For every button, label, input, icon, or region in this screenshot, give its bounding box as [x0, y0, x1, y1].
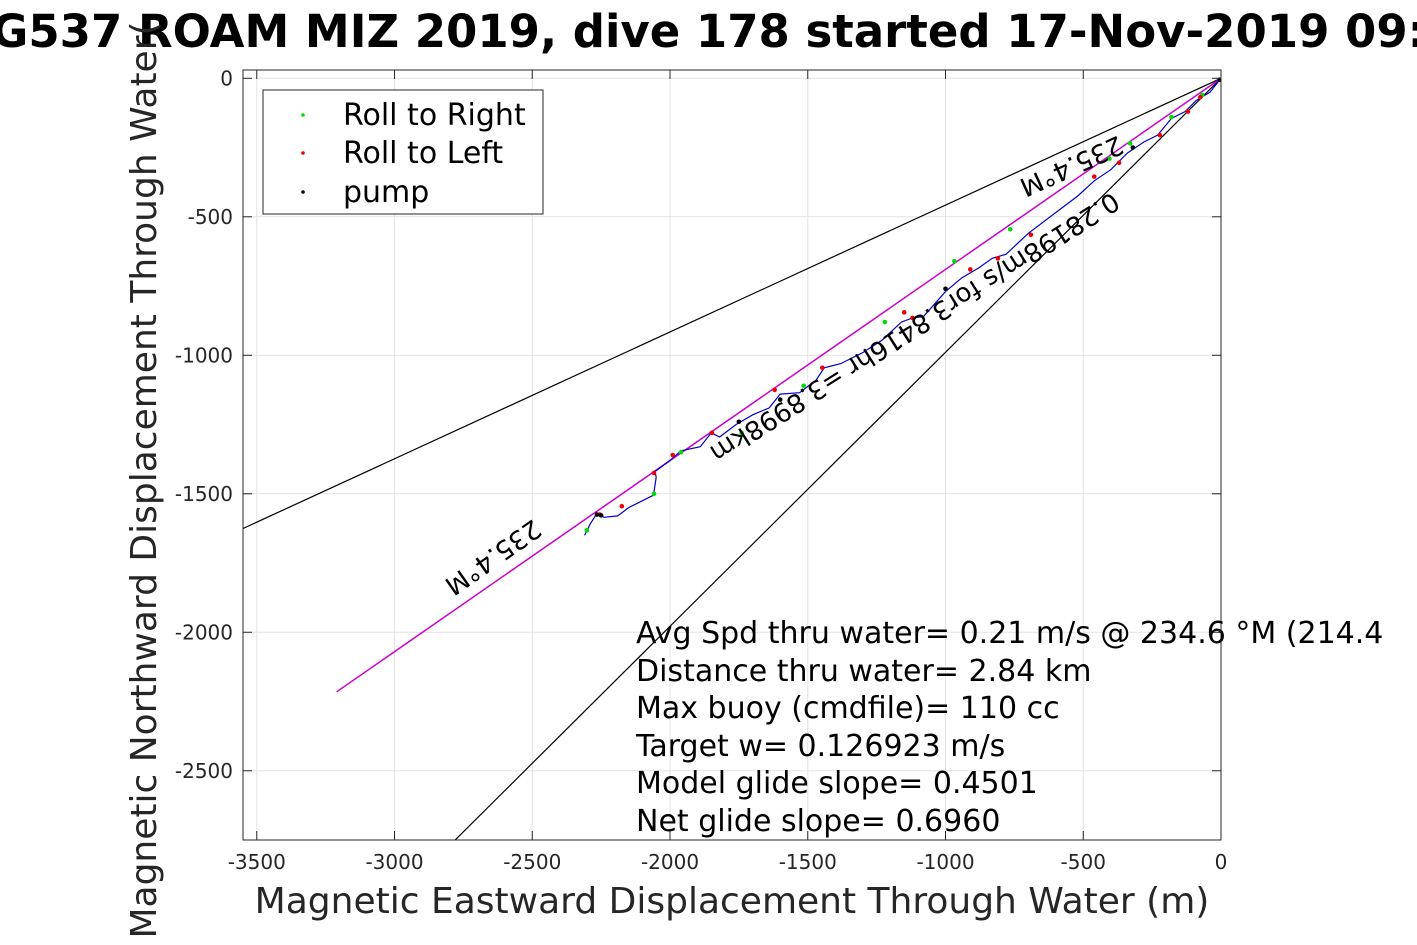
legend: Roll to Right Roll to Left pump: [262, 89, 544, 215]
stat-max-buoy: Max buoy (cmdfile)= 110 cc: [636, 691, 1060, 726]
y-tick-label: -2500: [175, 759, 233, 783]
x-tick-label: -1000: [916, 850, 974, 874]
stats-block: Avg Spd thru water= 0.21 m/s @ 234.6 °M …: [635, 616, 1383, 839]
roll-to-left-point: [1185, 109, 1191, 114]
roll-to-right-point: [651, 491, 657, 497]
y-tick-label: -500: [188, 205, 233, 229]
roll-to-left-point: [1028, 232, 1034, 238]
y-axis-label: Magnetic Northward Displacement Through …: [124, 21, 165, 938]
roll-to-left-point: [910, 315, 915, 321]
x-tick-label: -3000: [365, 850, 423, 874]
heading-line: [336, 77, 1221, 693]
track-line: [584, 77, 1221, 536]
roll-to-right-point: [584, 528, 590, 533]
legend-box: [262, 89, 544, 215]
chart-title: SG537 ROAM MIZ 2019, dive 178 started 17…: [0, 5, 1417, 58]
x-tick-label: -3500: [228, 850, 286, 874]
roll-to-left-point: [968, 267, 973, 272]
x-tick-label: -500: [1061, 850, 1106, 874]
stat-net-glide-slope: Net glide slope= 0.6960: [636, 804, 1000, 839]
x-tick-label: -2000: [641, 850, 699, 874]
legend-marker-roll-right: [301, 113, 305, 117]
pump-point: [1130, 145, 1136, 150]
glider-track: [584, 77, 1221, 536]
roll-to-left-point: [1091, 174, 1097, 179]
roll-to-right-point: [739, 430, 744, 436]
roll-to-right-point: [678, 449, 684, 455]
y-tick-label: -1500: [175, 482, 233, 506]
x-tick-label: -2500: [503, 850, 561, 874]
roll-to-right-point: [1107, 156, 1112, 161]
stat-target-w: Target w= 0.126923 m/s: [635, 729, 1005, 764]
roll-to-left-point: [820, 365, 825, 371]
x-tick-label: -1500: [779, 850, 837, 874]
roll-to-left-point: [619, 503, 625, 509]
y-tick-label: 0: [220, 66, 233, 90]
legend-label-roll-right: Roll to Right: [343, 98, 526, 133]
roll-to-right-point: [801, 383, 806, 389]
pump-point: [598, 513, 604, 518]
envelope-line: [243, 77, 1221, 530]
roll-to-left-point: [651, 470, 657, 476]
envelope-line: [454, 77, 1221, 840]
roll-to-right-point: [1007, 226, 1013, 232]
pump-point: [594, 512, 600, 517]
pump-point: [777, 397, 783, 402]
roll-to-left-point: [1157, 132, 1163, 138]
roll-to-left-point: [772, 387, 778, 393]
roll-to-left-point: [670, 452, 676, 458]
legend-marker-roll-left: [301, 151, 305, 155]
mean-heading-line: [336, 77, 1221, 693]
roll-to-right-point: [1169, 114, 1174, 120]
stat-model-glide-slope: Model glide slope= 0.4501: [636, 766, 1038, 801]
x-tick-label: 0: [1215, 850, 1228, 874]
stat-avg-speed: Avg Spd thru water= 0.21 m/s @ 234.6 °M …: [636, 616, 1383, 651]
x-axis-label: Magnetic Eastward Displacement Through W…: [255, 881, 1210, 922]
y-tick-label: -2000: [175, 620, 233, 644]
roll-to-left-point: [901, 310, 907, 315]
legend-label-pump: pump: [343, 175, 429, 210]
envelope-lines: [243, 77, 1221, 840]
roll-to-right-point: [952, 258, 957, 264]
plot-frame: [242, 69, 1222, 841]
legend-marker-pump: [301, 190, 305, 194]
roll-to-left-point: [1198, 94, 1203, 100]
roll-to-left-point: [709, 430, 715, 436]
roll-to-right-point: [882, 319, 888, 325]
y-tick-label: -1000: [175, 343, 233, 367]
roll-to-left-point: [995, 256, 1001, 261]
markers: [584, 77, 1221, 533]
legend-label-roll-left: Roll to Left: [343, 136, 503, 171]
roll-to-left-point: [1116, 160, 1122, 166]
roll-to-right-point: [1127, 141, 1133, 146]
pump-point: [736, 419, 742, 425]
pump-point: [943, 286, 948, 292]
stat-distance: Distance thru water= 2.84 km: [636, 654, 1091, 689]
ticks: -3500 -3000 -2500 -2000 -1500 -1000 -500 0 0 -500…: [175, 66, 1227, 874]
